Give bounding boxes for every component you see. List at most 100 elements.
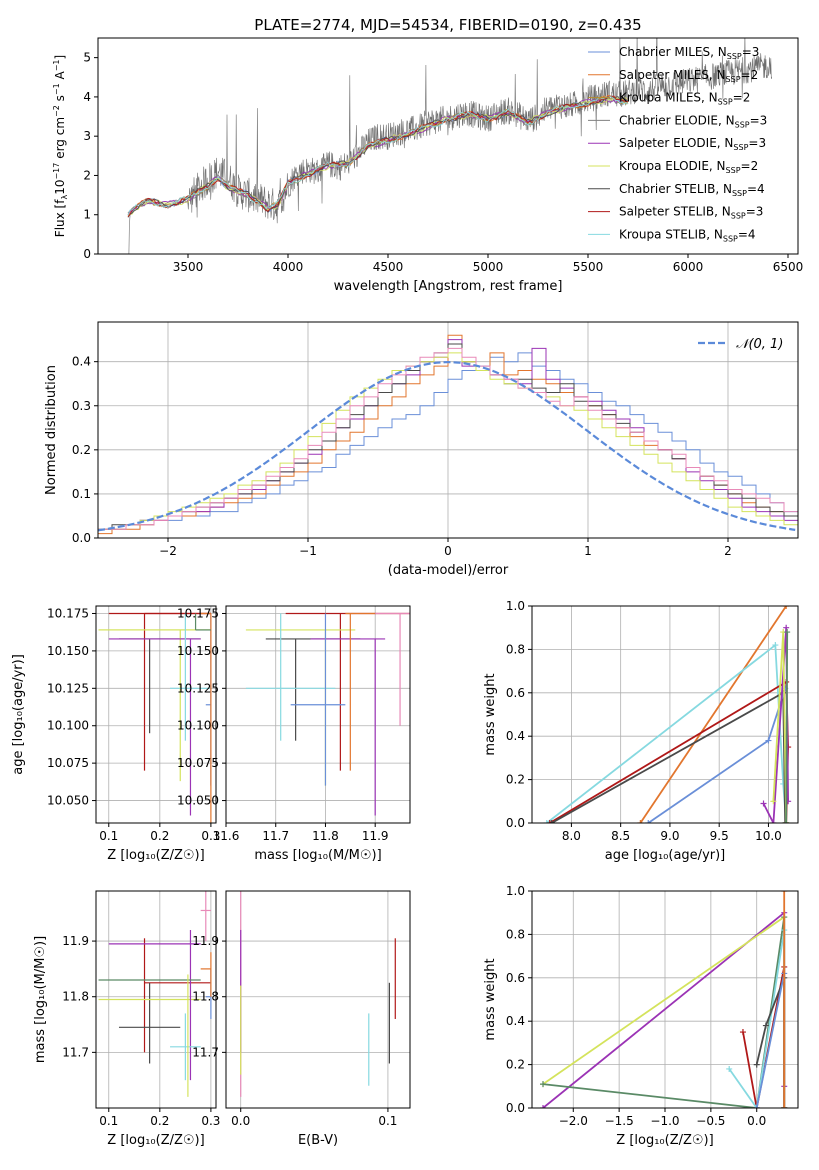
y-tick-label: 10.150 — [177, 644, 219, 658]
legend-subscript: SSP — [732, 189, 747, 198]
x-tick-label: −1.0 — [650, 1114, 679, 1128]
y-axis-label-part: −17 — [52, 163, 61, 180]
y-tick-label: 0.0 — [506, 816, 525, 830]
y-tick-label: 0.4 — [506, 729, 525, 743]
y-tick-label: 10.075 — [177, 756, 219, 770]
x-tick-label: 0.1 — [378, 1114, 397, 1128]
legend-subscript: SSP — [733, 143, 748, 152]
y-tick-label: 0.0 — [506, 1101, 525, 1115]
y-tick-label: 1.0 — [506, 884, 525, 898]
weight-marker — [645, 820, 652, 823]
y-tick-label: 10.075 — [47, 756, 89, 770]
y-axis-label: mass weight — [483, 673, 498, 755]
plot-area — [98, 891, 212, 1097]
x-tick-label: 5000 — [473, 260, 504, 274]
model-fit-line — [127, 98, 629, 215]
legend-label: Salpeter MILES, N — [619, 68, 726, 82]
x-axis-label: E(B-V) — [298, 1133, 338, 1148]
legend-subscript: SSP — [726, 166, 741, 175]
y-axis-label-part: −2 — [52, 105, 61, 117]
y-tick-label: 10.175 — [47, 606, 89, 620]
weight-line — [785, 631, 789, 823]
weight-marker — [548, 820, 555, 823]
y-tick-label: 0 — [83, 247, 91, 261]
y-tick-label: 10.100 — [47, 719, 89, 733]
x-tick-label: 6500 — [773, 260, 804, 274]
x-tick-label: 11.9 — [362, 829, 389, 843]
x-tick-label: 6000 — [673, 260, 704, 274]
y-axis-label: Flux [fλ10−17 erg cm−2 s−1 A−1] — [52, 55, 69, 237]
gaussian-curve — [98, 360, 796, 532]
weight-marker — [782, 820, 789, 823]
chart-mass-vs-ebv: 0.0 0.1 11.7 11.8 11.9 E(B-V) — [192, 890, 411, 1148]
y-tick-label: 0.8 — [506, 642, 525, 656]
x-axis-label: Z [log₁₀(Z/Z☉)] — [107, 1133, 204, 1148]
y-tick-label: 0.1 — [72, 487, 91, 501]
legend-value: =3 — [750, 113, 768, 127]
x-tick-label: 1 — [584, 544, 592, 558]
y-tick-label: 11.7 — [192, 1045, 219, 1059]
y-tick-label: 0.2 — [506, 1058, 525, 1072]
x-tick-label: 0.1 — [99, 829, 118, 843]
x-tick-label: 8.5 — [611, 829, 630, 843]
y-axis-label: mass [log₁₀(M/M☉)] — [33, 936, 48, 1063]
legend-subscript: SSP — [718, 98, 733, 107]
x-axis-label: mass [log₁₀(M/M☉)] — [254, 848, 381, 863]
x-tick-label: 4500 — [373, 260, 404, 274]
y-tick-label: 1.0 — [506, 599, 525, 613]
weight-marker — [770, 820, 777, 823]
x-tick-label: 3500 — [173, 260, 204, 274]
legend-label: Chabrier ELODIE, N — [619, 113, 735, 127]
legend-subscript: SSP — [723, 234, 738, 243]
weight-marker — [781, 1105, 788, 1108]
x-tick-label: −0.5 — [696, 1114, 725, 1128]
x-tick-label: 0 — [444, 544, 452, 558]
legend-value: =3 — [748, 136, 766, 150]
chart-weight-vs-Z: −2.0 −1.5 −1.0 −0.5 0.0 0.0 0.2 0.4 0.6 0.8 1.0 Z [… — [483, 884, 799, 1148]
plot-area — [98, 612, 212, 823]
legend-value: =3 — [746, 205, 764, 219]
y-axis-label-part: 10 — [53, 180, 67, 195]
axes-frame — [531, 605, 799, 824]
y-axis-label: mass weight — [483, 958, 498, 1040]
y-tick-label: 0.2 — [506, 773, 525, 787]
weight-marker — [540, 1105, 547, 1108]
x-tick-label: 0.2 — [150, 1114, 169, 1128]
chart-weight-vs-age: 8.0 8.5 9.0 9.5 10.0 0.0 0.2 0.4 0.6 0.8 1.0 age [l… — [483, 599, 799, 863]
x-tick-label: −2 — [159, 544, 177, 558]
legend-label: Kroupa MILES, N — [619, 91, 718, 105]
y-tick-label: 0.8 — [506, 927, 525, 941]
x-tick-label: −1 — [299, 544, 317, 558]
y-tick-label: 0.0 — [72, 531, 91, 545]
y-tick-label: 11.9 — [192, 934, 219, 948]
weight-marker — [753, 1061, 760, 1068]
chart-age-vs-Z: 0.1 0.2 0.3 10.050 10.075 10.100 10.125 10.150 1… — [11, 605, 220, 863]
y-tick-label: 1 — [83, 208, 91, 222]
chart-residuals: −2 −1 0 1 2 0.0 0.1 0.2 0.3 0.4 (data-model)/error… — [44, 321, 799, 578]
x-tick-label: 4000 — [273, 260, 304, 274]
y-axis-label-part: A — [53, 70, 67, 83]
chart-mass-vs-Z: 0.1 0.2 0.3 11.7 11.8 11.9 Z [log₁₀(Z/Z☉)] mass… — [33, 890, 220, 1148]
x-axis-label: (data-model)/error — [388, 563, 509, 578]
y-tick-label: 0.4 — [506, 1014, 525, 1028]
y-axis-label-part: Flux [f — [53, 199, 67, 237]
plot-area — [98, 334, 798, 535]
figure-title: PLATE=2774, MJD=54534, FIBERID=0190, z=0… — [254, 16, 641, 34]
legend-value: =2 — [733, 91, 751, 105]
x-tick-label: 0.1 — [99, 1114, 118, 1128]
y-tick-label: 10.150 — [47, 644, 89, 658]
weight-line — [639, 606, 787, 823]
y-axis-label-part: erg cm — [53, 117, 67, 163]
weight-marker — [770, 798, 777, 805]
legend-value: =2 — [741, 68, 759, 82]
legend-entry: Kroupa MILES, NSSP=2 — [619, 91, 750, 107]
y-tick-label: 4 — [83, 90, 91, 104]
y-tick-label: 0.4 — [72, 355, 91, 369]
plot-area — [240, 891, 396, 1097]
legend-value: =4 — [738, 227, 756, 241]
legend-entry: Chabrier MILES, NSSP=3 — [619, 45, 759, 61]
legend-entry: Chabrier ELODIE, NSSP=3 — [619, 113, 767, 129]
y-tick-label: 10.050 — [47, 794, 89, 808]
y-tick-label: 5 — [83, 51, 91, 65]
